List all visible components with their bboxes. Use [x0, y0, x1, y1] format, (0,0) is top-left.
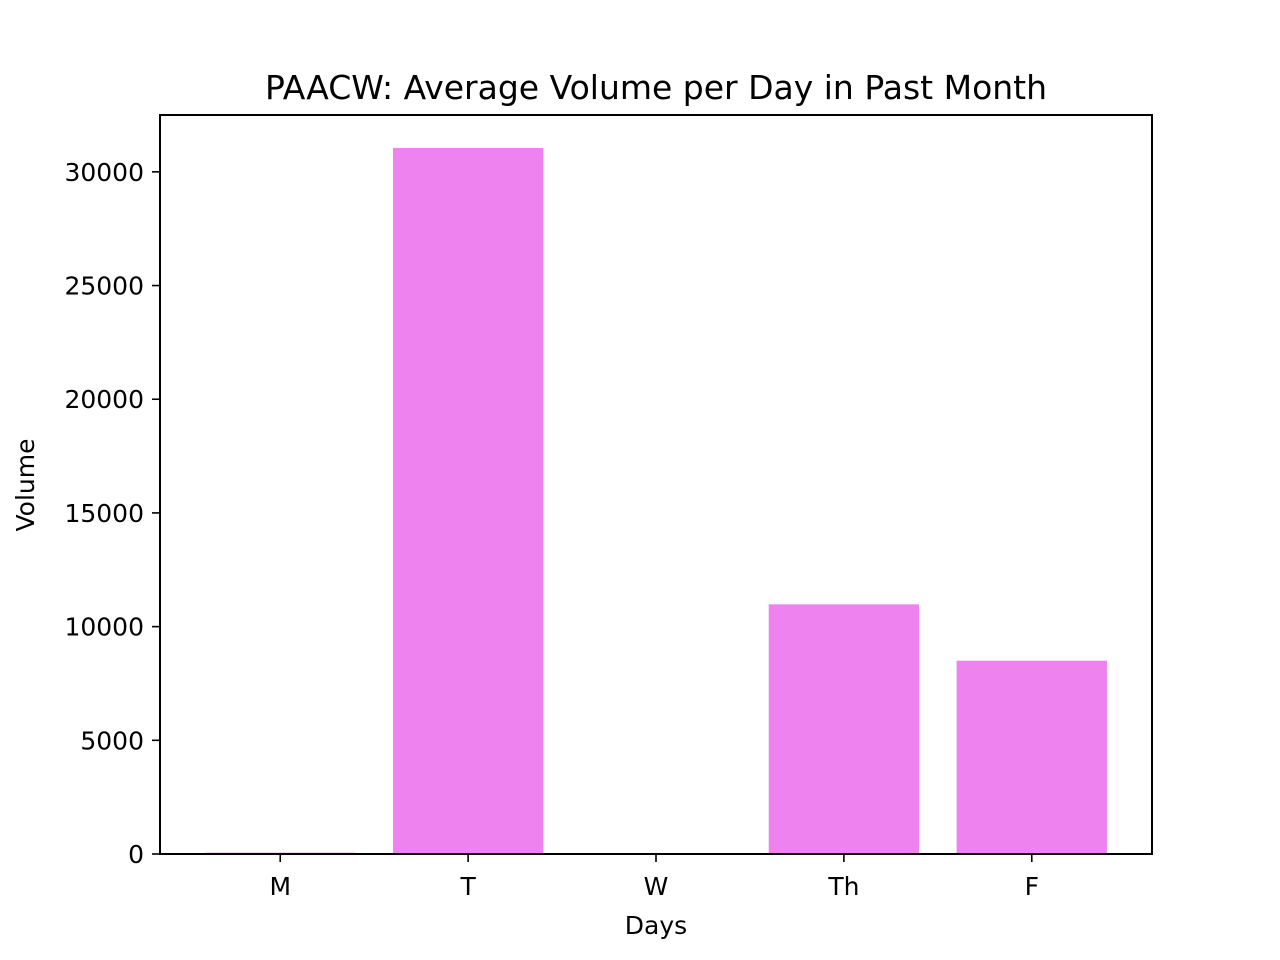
x-axis-ticks: M T W Th F [269, 854, 1039, 901]
bar-t [392, 147, 544, 855]
y-tick-label: 30000 [64, 158, 144, 187]
x-tick-label: Th [827, 872, 859, 901]
x-axis-label: Days [625, 911, 687, 940]
y-tick-label: 15000 [64, 499, 144, 528]
bar-th [768, 604, 920, 854]
y-tick-label: 20000 [64, 385, 144, 414]
y-tick-label: 25000 [64, 272, 144, 301]
bars-layer [205, 147, 1107, 855]
bar-f [956, 660, 1107, 854]
x-tick-label: W [644, 872, 669, 901]
y-tick-label: 10000 [64, 613, 144, 642]
y-axis-label: Volume [11, 439, 40, 532]
x-tick-label: F [1025, 872, 1039, 901]
y-tick-label: 0 [128, 840, 144, 869]
y-tick-label: 5000 [80, 726, 144, 755]
x-tick-label: T [459, 872, 476, 901]
plot-frame [159, 114, 1153, 855]
x-tick-label: M [269, 872, 291, 901]
y-axis-ticks: 0 5000 10000 15000 20000 25000 30000 [64, 158, 160, 869]
chart-title: PAACW: Average Volume per Day in Past Mo… [265, 68, 1047, 107]
